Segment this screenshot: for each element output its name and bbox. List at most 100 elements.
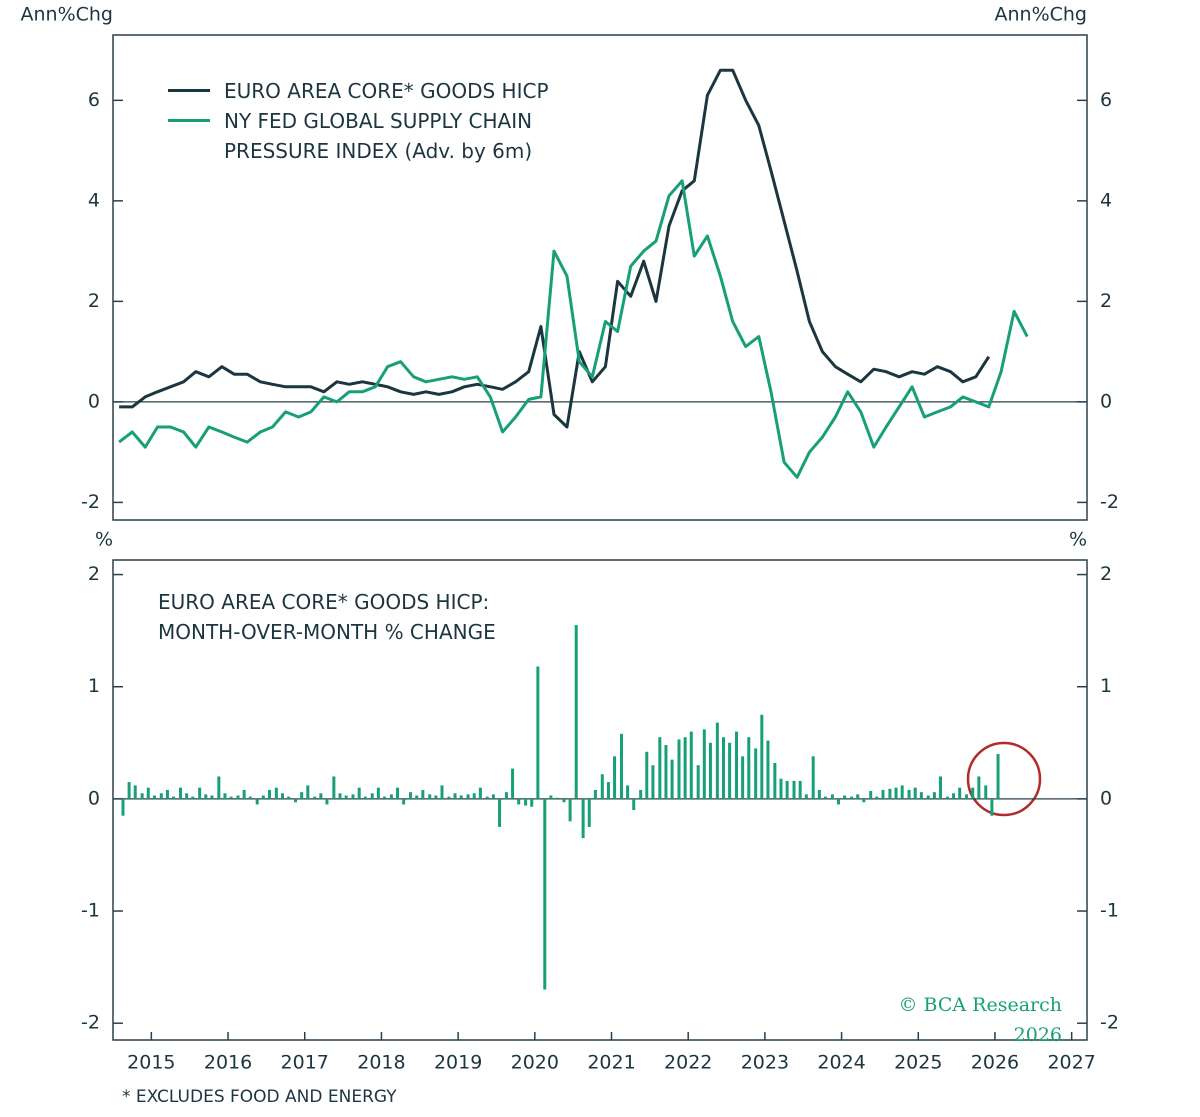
bar [306, 785, 310, 799]
bar [146, 787, 150, 799]
y-tick-label: 6 [88, 89, 100, 111]
bar [536, 666, 540, 799]
bar [862, 798, 866, 803]
bar [140, 793, 144, 799]
bar [952, 793, 956, 799]
bar [996, 754, 1000, 799]
y-axis-label: % [1069, 529, 1087, 551]
bar [741, 756, 745, 799]
bar [760, 714, 764, 799]
y-tick-label: -2 [81, 1012, 100, 1034]
legend-swatch [168, 119, 210, 122]
bar [562, 798, 566, 803]
bar [389, 794, 393, 799]
bar [574, 625, 578, 799]
bar [287, 796, 291, 799]
bar [274, 787, 278, 799]
bar [593, 789, 597, 799]
bar [396, 787, 400, 799]
bar [888, 788, 892, 799]
y-tick-label: 0 [88, 390, 100, 412]
bar [587, 798, 591, 827]
bar [856, 794, 860, 799]
bar [766, 740, 770, 799]
legend-entry: NY FED GLOBAL SUPPLY CHAIN PRESSURE INDE… [168, 106, 588, 166]
bar [645, 751, 649, 799]
bar [900, 785, 904, 799]
legend-label: EURO AREA CORE* GOODS HICP [224, 79, 549, 103]
bar [223, 793, 227, 799]
footnote: * EXCLUDES FOOD AND ENERGY [122, 1087, 397, 1107]
bar [236, 795, 240, 799]
bar [651, 765, 655, 799]
bar [721, 737, 725, 799]
y-tick-label: 1 [1100, 675, 1112, 697]
bar [823, 796, 827, 799]
bar [919, 792, 923, 799]
y-tick-label: 2 [88, 563, 100, 585]
y-tick-label: -1 [81, 900, 100, 922]
bar [198, 787, 202, 799]
bar [319, 793, 323, 799]
bar [466, 794, 470, 799]
y-tick-label: 4 [88, 189, 100, 211]
x-tick-label: 2026 [971, 1052, 1019, 1074]
bar [472, 793, 476, 799]
bar [708, 742, 712, 799]
bar [664, 745, 668, 799]
bar [498, 798, 502, 827]
bar [658, 737, 662, 799]
x-tick-label: 2023 [741, 1052, 789, 1074]
bar [478, 787, 482, 799]
legend-entry: EURO AREA CORE* GOODS HICP [168, 76, 588, 106]
bar [191, 796, 195, 799]
bar [728, 742, 732, 799]
x-tick-label: 2018 [357, 1052, 405, 1074]
y-axis-label: Ann%Chg [994, 4, 1087, 26]
bar [881, 789, 885, 799]
bar [907, 789, 911, 799]
bar [261, 795, 265, 799]
bar [606, 782, 610, 799]
bar [280, 793, 284, 799]
y-axis-label: Ann%Chg [20, 4, 113, 26]
bar [875, 796, 879, 799]
bar [754, 748, 758, 799]
bar [811, 756, 815, 799]
x-tick-label: 2016 [204, 1052, 252, 1074]
bar [555, 797, 559, 799]
bar [402, 798, 406, 805]
y-tick-label: -2 [81, 491, 100, 513]
bar [677, 739, 681, 799]
y-axis-label: % [95, 529, 113, 551]
source: © BCA Research 2026 [898, 994, 1063, 1046]
bar [971, 787, 975, 799]
bar [798, 780, 802, 799]
bar [626, 785, 630, 799]
bar [248, 796, 252, 799]
bar [300, 792, 304, 799]
bar [965, 794, 969, 799]
y-tick-label: -2 [1100, 1012, 1119, 1034]
bar [990, 798, 994, 816]
y-tick-label: 1 [88, 675, 100, 697]
bar [159, 793, 163, 799]
legend-label: NY FED GLOBAL SUPPLY CHAIN PRESSURE INDE… [224, 109, 533, 163]
legend: EURO AREA CORE* GOODS HICP NY FED GLOBAL… [168, 76, 588, 166]
bar [613, 756, 617, 799]
bar [689, 731, 693, 799]
bar [121, 798, 125, 816]
bar [210, 795, 214, 799]
panel-title: EURO AREA CORE* GOODS HICP: MONTH-OVER-M… [158, 590, 496, 644]
bar [152, 795, 156, 799]
y-tick-label: -1 [1100, 900, 1119, 922]
bar [619, 733, 623, 799]
bar [415, 795, 419, 799]
bar [517, 798, 521, 805]
y-tick-label: 2 [1100, 290, 1112, 312]
bar [939, 776, 943, 799]
bar [376, 787, 380, 799]
bar [773, 762, 777, 799]
bar [792, 780, 796, 799]
